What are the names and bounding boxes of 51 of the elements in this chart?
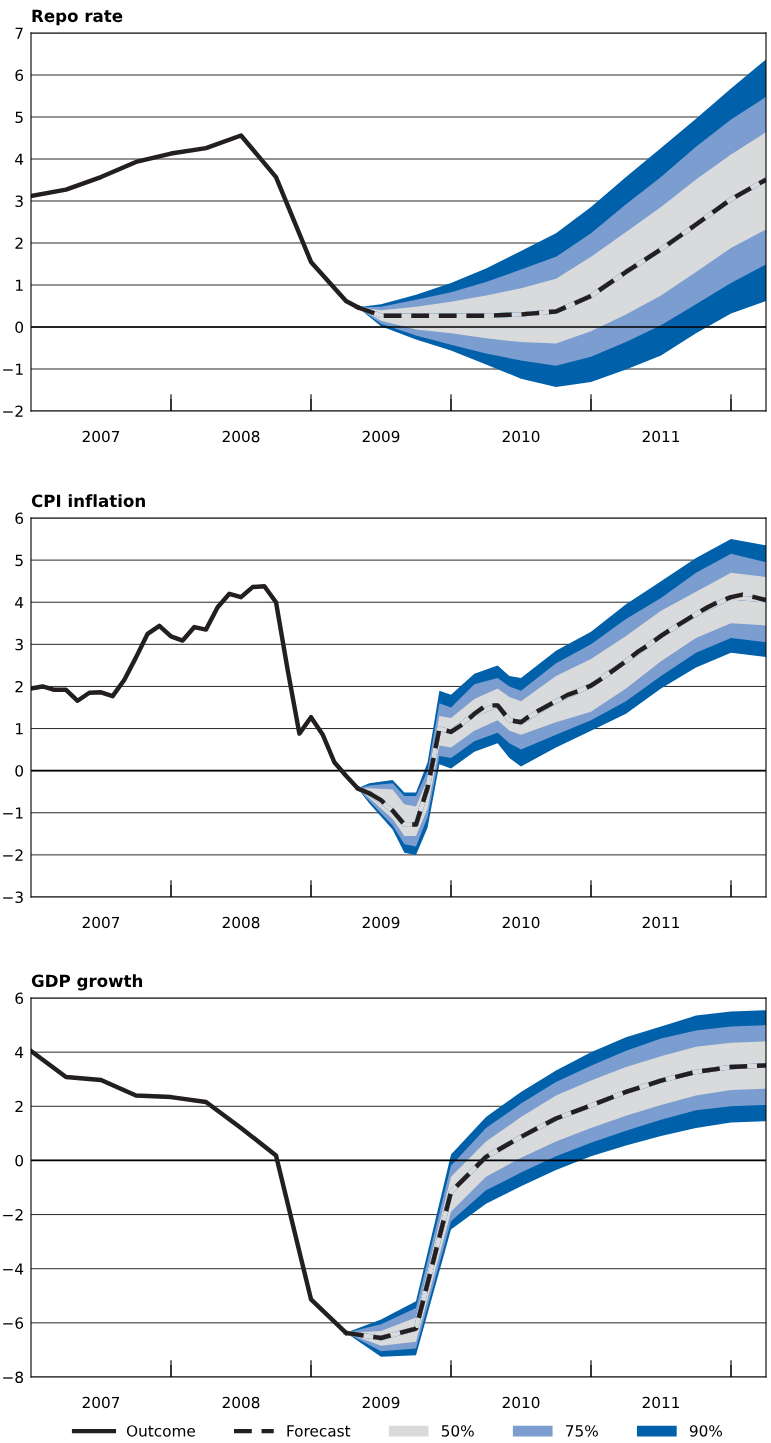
legend-label: 75% (566, 1425, 598, 1437)
y-tick-label: −8 (3, 1371, 24, 1384)
x-tick-label: 2011 (642, 430, 680, 443)
legend-label: 50% (441, 1425, 474, 1437)
y-tick-label: 4 (15, 596, 24, 609)
chart-title: GDP growth (31, 974, 143, 991)
legend-label: Outcome (126, 1425, 195, 1437)
x-tick-label: 2010 (502, 916, 540, 929)
x-tick-label: 2008 (222, 916, 260, 929)
y-tick-label: 6 (15, 512, 24, 525)
y-tick-label: −2 (3, 405, 23, 417)
x-tick-label: 2008 (222, 1396, 260, 1409)
y-tick-label: 5 (15, 554, 23, 567)
y-tick-label: −4 (3, 1263, 24, 1275)
y-tick-label: 0 (15, 321, 24, 334)
x-tick-label: 2007 (82, 916, 120, 929)
x-tick-label: 2011 (642, 916, 680, 929)
legend-label: Forecast (287, 1425, 351, 1437)
x-tick-label: 2007 (82, 1396, 120, 1409)
chart-title: CPI inflation (31, 494, 145, 508)
y-tick-label: 5 (15, 111, 23, 124)
y-tick-label: −2 (3, 1209, 23, 1221)
y-tick-label: 6 (15, 69, 24, 82)
y-tick-label: −1 (3, 807, 23, 819)
y-tick-label: 1 (16, 279, 23, 291)
y-tick-label: −2 (3, 849, 23, 861)
x-tick-label: 2009 (362, 1396, 400, 1409)
y-tick-label: 2 (15, 1100, 23, 1113)
y-tick-label: 1 (16, 723, 23, 735)
y-tick-label: 2 (15, 237, 23, 249)
y-tick-label: 6 (15, 992, 24, 1005)
x-tick-label: 2010 (502, 430, 540, 443)
x-tick-label: 2009 (362, 430, 400, 443)
chart-title: Repo rate (32, 9, 123, 26)
y-tick-label: 4 (15, 153, 24, 165)
x-tick-label: 2009 (362, 916, 400, 929)
legend-label: 90% (689, 1425, 723, 1437)
y-tick-label: 4 (15, 1046, 24, 1058)
y-tick-label: 3 (15, 195, 23, 208)
x-tick-label: 2008 (222, 430, 260, 443)
x-tick-label: 2007 (82, 430, 120, 443)
y-tick-label: 3 (15, 638, 23, 651)
y-tick-label: −1 (3, 363, 23, 375)
x-tick-label: 2010 (502, 1396, 540, 1409)
y-tick-label: 0 (15, 765, 24, 777)
x-tick-label: 2011 (642, 1396, 680, 1409)
y-tick-label: 7 (15, 27, 23, 39)
y-tick-label: −3 (3, 891, 23, 904)
y-tick-label: −6 (3, 1317, 24, 1329)
y-tick-label: 2 (15, 680, 23, 693)
y-tick-label: 0 (15, 1154, 24, 1167)
